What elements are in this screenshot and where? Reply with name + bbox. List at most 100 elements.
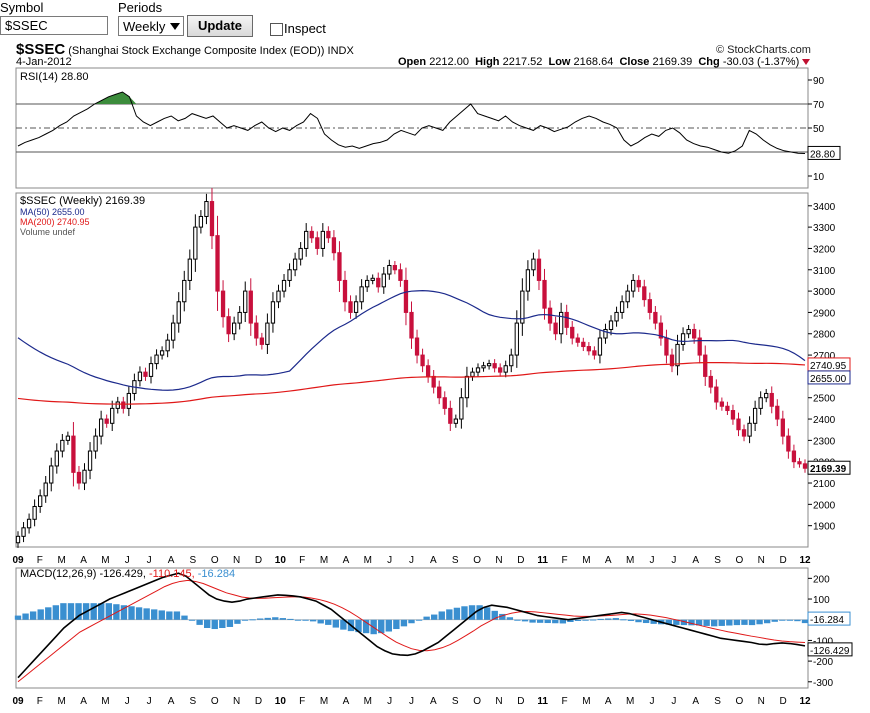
macd-line — [17, 572, 806, 679]
price-candle — [137, 371, 143, 382]
price-candle — [320, 230, 325, 249]
price-tick-label: 2500 — [813, 394, 836, 405]
macd-hist-bar — [688, 619, 695, 626]
price-candle — [603, 328, 608, 339]
price-tick-label: 2300 — [813, 436, 836, 447]
high-label: High — [475, 56, 500, 68]
macd-x-tick-label: A — [605, 696, 612, 707]
rsi-legend: RSI(14) 28.80 — [20, 71, 88, 83]
down-arrow-icon — [802, 59, 811, 65]
price-candle — [98, 418, 104, 437]
price-candle — [187, 258, 192, 281]
price-candle — [381, 273, 386, 288]
macd-hist-bar — [506, 617, 514, 620]
price-candle — [215, 235, 220, 292]
macd-hist-bar — [264, 617, 271, 620]
close-value-label-box — [807, 460, 851, 475]
macd-hist-bar — [234, 619, 241, 624]
price-tick-label: 2000 — [813, 500, 836, 511]
price-candle — [669, 354, 675, 367]
macd-hist-bar — [105, 603, 112, 620]
price-candle — [298, 247, 303, 260]
price-candle — [248, 290, 253, 324]
price-x-tick-label: J — [387, 555, 392, 566]
price-candle — [453, 418, 458, 424]
rsi-tick-label: 10 — [813, 172, 825, 183]
macd-x-tick-label: S — [190, 696, 197, 707]
macd-hist-bar — [733, 619, 741, 626]
rsi-line — [17, 91, 806, 154]
chart-exchange: INDX — [327, 45, 354, 57]
macd-legend-signal: -110.145, — [149, 568, 198, 580]
macd-hist-bar — [514, 619, 521, 621]
price-candle — [420, 354, 425, 367]
price-candle — [376, 277, 381, 288]
price-tick-label: 2900 — [813, 308, 836, 319]
macd-hist-bar — [385, 619, 392, 632]
price-candle — [159, 350, 165, 356]
price-candle — [115, 401, 120, 409]
update-button[interactable]: Update — [187, 15, 253, 37]
price-tick-label: 3300 — [813, 223, 836, 234]
macd-hist-bar — [249, 619, 256, 621]
macd-x-tick-label: O — [211, 696, 219, 707]
price-candle — [148, 363, 154, 377]
price-candle — [403, 279, 409, 313]
price-candle — [226, 316, 231, 335]
price-legend-volume: Volume undef — [20, 227, 76, 237]
macd-hist-bar — [52, 605, 60, 620]
macd-hist-bar — [779, 619, 786, 621]
price-candle — [802, 463, 808, 469]
ohlc-summary: Open 2212.00 High 2217.52 Low 2168.64 Cl… — [398, 56, 811, 68]
price-candle — [259, 337, 265, 345]
macd-x-tick-label: S — [714, 696, 721, 707]
macd-hist-bar — [446, 609, 453, 620]
macd-hist-bar — [627, 619, 635, 621]
macd-hist-bar — [166, 611, 173, 620]
price-x-tick-label: A — [80, 555, 87, 566]
symbol-input[interactable]: $SSEC — [0, 16, 108, 35]
macd-hist-bar — [726, 619, 733, 626]
price-legend-ma200: MA(200) 2740.95 — [20, 217, 90, 227]
price-x-tick-label: J — [147, 555, 152, 566]
price-candle — [536, 258, 542, 281]
price-candle — [220, 290, 226, 318]
macd-hist-bar — [14, 615, 22, 620]
macd-hist-bar — [423, 616, 430, 620]
price-candle — [437, 386, 442, 399]
macd-x-tick-label: M — [364, 696, 372, 707]
macd-hist-bar — [711, 619, 718, 627]
macd-hist-bar — [294, 619, 302, 621]
price-candle — [597, 337, 603, 356]
price-candle — [514, 322, 519, 356]
price-candle — [359, 286, 364, 303]
macd-hist-bar — [718, 619, 725, 626]
price-candle — [65, 435, 71, 441]
price-candle — [209, 201, 215, 237]
macd-x-tick-label: M — [582, 696, 590, 707]
macd-x-tick-label: J — [671, 696, 676, 707]
macd-hist-bar — [574, 619, 582, 621]
macd-hist-bar — [355, 619, 362, 633]
macd-hist-bar — [461, 606, 468, 620]
periods-select[interactable]: Weekly — [118, 16, 184, 36]
price-candle — [570, 326, 575, 339]
macd-hist-bar — [317, 619, 324, 624]
price-x-tick-label: N — [233, 555, 240, 566]
macd-x-tick-label: 10 — [275, 696, 287, 707]
inspect-checkbox[interactable] — [270, 23, 283, 36]
chart-name: (Shanghai Stock Exchange Composite Index… — [68, 45, 325, 57]
chart-symbol: $SSEC — [16, 41, 66, 58]
price-candle — [365, 279, 370, 288]
price-candle — [309, 230, 314, 239]
macd-hist-bar — [135, 607, 143, 620]
price-candle — [281, 279, 287, 292]
macd-x-tick-label: M — [101, 696, 109, 707]
chg-label: Chg — [698, 56, 720, 68]
price-candle — [326, 230, 331, 239]
price-candle — [747, 422, 752, 437]
macd-tick-label: -200 — [813, 657, 833, 668]
price-candle — [231, 322, 237, 335]
price-candle — [353, 301, 359, 313]
macd-hist-bar — [143, 608, 150, 620]
